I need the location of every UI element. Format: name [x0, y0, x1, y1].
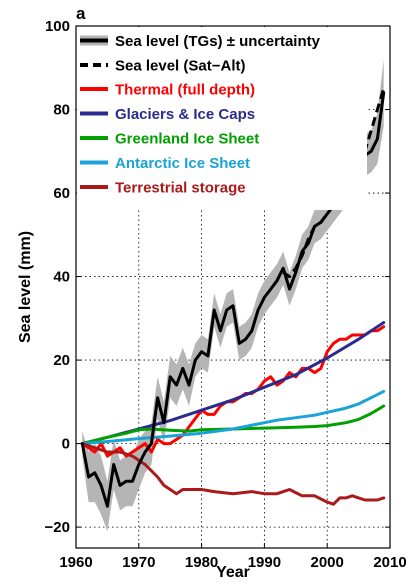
y-tick-label: 20 [53, 352, 70, 369]
series-line-5 [80, 389, 386, 446]
panel-label: a [76, 4, 86, 23]
uncertainty-band [82, 59, 384, 532]
legend-background [77, 27, 367, 210]
x-tick-label: 1960 [59, 554, 92, 571]
legend-label-2: Thermal (full depth) [115, 82, 255, 99]
series-line-4 [80, 404, 386, 446]
y-tick-label: 60 [53, 185, 70, 202]
y-axis-label: Sea level (mm) [17, 231, 34, 343]
y-tick-label: 40 [53, 269, 70, 286]
x-tick-label: 2000 [311, 554, 344, 571]
x-tick-label: 1970 [122, 554, 155, 571]
legend-label-3: Glaciers & Ice Caps [115, 106, 255, 123]
legend-label-4: Greenland Ice Sheet [115, 131, 259, 148]
y-tick-label: 100 [45, 18, 70, 35]
legend-label-1: Sea level (Sat−Alt) [115, 58, 245, 75]
axis-ticks: 1960 1970 1980 1990 2000 2010 −20 0 20 40 60 80 100 [45, 18, 407, 571]
x-tick-label: 2010 [373, 554, 406, 571]
legend-label-5: Antarctic Ice Sheet [115, 155, 250, 172]
x-tick-label: 1980 [185, 554, 218, 571]
y-tick-label: −20 [45, 519, 70, 536]
x-axis-label: Year [216, 564, 250, 581]
y-tick-label: 80 [53, 102, 70, 119]
x-tick-label: 1990 [248, 554, 281, 571]
series-line-2 [80, 325, 386, 458]
uncertainty-band-layer [82, 59, 384, 532]
legend: Sea level (TGs) ± uncertainty Sea level (… [77, 27, 367, 210]
legend-label-0: Sea level (TGs) ± uncertainty [115, 33, 321, 50]
y-tick-label: 0 [62, 436, 70, 453]
plot-frame [75, 25, 391, 549]
legend-label-6: Terrestrial storage [115, 180, 246, 197]
